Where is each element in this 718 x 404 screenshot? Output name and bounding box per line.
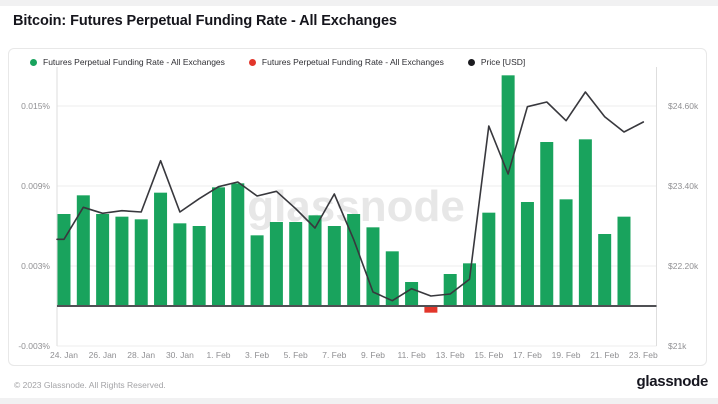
chart-panel [8, 48, 707, 366]
legend-item-price[interactable]: Price [USD] [467, 57, 526, 67]
legend-dot-icon [467, 58, 475, 66]
legend-item-funding-positive[interactable]: Futures Perpetual Funding Rate - All Exc… [30, 57, 225, 67]
glassnode-logo: glassnode [636, 373, 709, 390]
page-title: Bitcoin: Futures Perpetual Funding Rate … [13, 13, 397, 29]
legend-item-label: Futures Perpetual Funding Rate - All Exc… [261, 57, 444, 67]
legend-dot-icon [30, 58, 37, 66]
legend-dot-icon [248, 58, 256, 66]
copyright-text: © 2023 Glassnode. All Rights Reserved. [14, 380, 166, 390]
legend-item-label: Price [USD] [480, 57, 526, 67]
legend-item-funding-negative[interactable]: Futures Perpetual Funding Rate - All Exc… [248, 57, 444, 67]
chart-legend: Futures Perpetual Funding Rate - All Exc… [30, 57, 525, 67]
bottom-divider [0, 398, 718, 404]
top-divider [0, 0, 718, 6]
legend-item-label: Futures Perpetual Funding Rate - All Exc… [43, 57, 225, 67]
